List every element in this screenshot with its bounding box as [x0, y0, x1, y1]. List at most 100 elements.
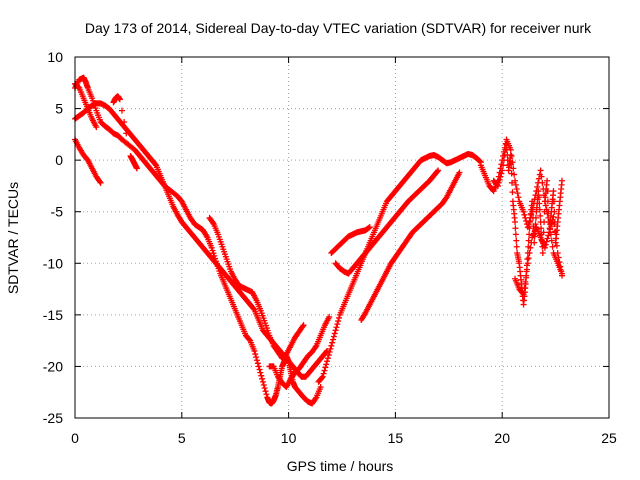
- data-point: [515, 194, 522, 201]
- data-point: [331, 330, 338, 337]
- data-point: [495, 173, 502, 180]
- data-point: [539, 179, 546, 186]
- data-point: [335, 318, 342, 325]
- data-point: [435, 167, 442, 174]
- data-point: [257, 369, 264, 376]
- data-point: [526, 249, 533, 256]
- data-point: [253, 357, 260, 364]
- data-point: [552, 228, 559, 235]
- data-point: [541, 192, 548, 199]
- y-tick-label: 0: [55, 152, 63, 168]
- data-point: [533, 188, 540, 195]
- series-track-13: [477, 136, 566, 277]
- data-point: [251, 347, 258, 354]
- data-point: [547, 226, 554, 233]
- y-tick-label: -15: [43, 307, 63, 323]
- data-point: [527, 244, 534, 251]
- data-point: [507, 146, 514, 153]
- data-point: [210, 250, 217, 257]
- data-point: [536, 206, 543, 213]
- data-point: [537, 212, 544, 219]
- x-tick-label: 10: [281, 430, 297, 446]
- data-point: [523, 272, 530, 279]
- data-point: [330, 336, 337, 343]
- data-point: [509, 189, 516, 196]
- data-point: [545, 232, 552, 239]
- plot-frame: [74, 56, 610, 419]
- data-point: [551, 221, 558, 228]
- data-point: [537, 167, 544, 174]
- data-point: [118, 107, 125, 114]
- data-point: [125, 141, 132, 148]
- x-tick-label: 20: [494, 430, 510, 446]
- data-point: [541, 198, 548, 205]
- data-point: [500, 148, 507, 155]
- data-point: [312, 395, 319, 402]
- data-point: [434, 168, 441, 175]
- data-point: [526, 217, 533, 224]
- data-point: [524, 224, 531, 231]
- data-point: [544, 188, 551, 195]
- data-point: [116, 96, 123, 103]
- data-point: [558, 268, 565, 275]
- data-point: [508, 153, 515, 160]
- data-point: [539, 249, 546, 256]
- data-point: [250, 305, 257, 312]
- data-point: [366, 224, 373, 231]
- data-point: [512, 225, 519, 232]
- data-point: [522, 278, 529, 285]
- data-point: [497, 165, 504, 172]
- series-track-10: [358, 169, 463, 324]
- data-point: [329, 339, 336, 346]
- axis-ticks: 0 5 10 15 20 25 10 5 0 -5 -10 -15 -20 -25: [43, 49, 617, 446]
- data-point: [548, 237, 555, 244]
- data-point: [554, 249, 561, 256]
- data-point: [543, 238, 550, 245]
- data-point: [513, 186, 520, 193]
- data-point: [319, 373, 326, 380]
- data-point: [531, 196, 538, 203]
- data-point: [499, 157, 506, 164]
- data-point: [507, 151, 514, 158]
- data-point: [514, 190, 521, 197]
- y-tick-label: 10: [47, 49, 63, 65]
- data-point: [513, 237, 520, 244]
- data-point: [528, 211, 535, 218]
- data-point: [543, 206, 550, 213]
- data-point: [520, 208, 527, 215]
- series-track-5: [110, 93, 140, 172]
- data-point: [312, 344, 319, 351]
- data-point: [258, 372, 265, 379]
- x-tick-label: 25: [601, 430, 617, 446]
- series-track-6: [206, 214, 307, 362]
- data-point: [494, 177, 501, 184]
- data-point: [559, 177, 566, 184]
- series-track-11: [328, 224, 373, 256]
- y-axis-label: SDTVAR / TECUs: [5, 182, 21, 294]
- data-point: [542, 202, 549, 209]
- data-point: [553, 235, 560, 242]
- data-point: [96, 178, 103, 185]
- data-point: [93, 124, 100, 131]
- data-point: [320, 370, 327, 377]
- data-point: [300, 322, 307, 329]
- data-point: [544, 210, 551, 217]
- data-point: [254, 360, 261, 367]
- data-point: [549, 243, 556, 250]
- data-point: [550, 213, 557, 220]
- data-point: [536, 200, 543, 207]
- x-tick-label: 0: [71, 430, 79, 446]
- data-point: [532, 221, 539, 228]
- data-point: [557, 263, 564, 270]
- data-point: [324, 355, 331, 362]
- data-point: [510, 165, 517, 172]
- data-point: [522, 214, 529, 221]
- data-point: [519, 290, 526, 297]
- data-point: [541, 244, 548, 251]
- data-point: [530, 200, 537, 207]
- data-point: [540, 186, 547, 193]
- data-point: [260, 381, 267, 388]
- data-point: [524, 260, 531, 267]
- data-point: [546, 229, 553, 236]
